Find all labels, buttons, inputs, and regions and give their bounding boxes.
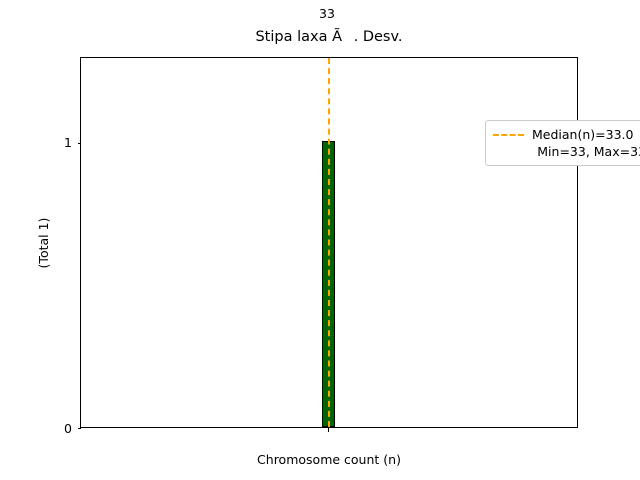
y-tick-label-1: 1 — [64, 135, 72, 150]
legend-entry-minmax: Min=33, Max=33 — [493, 143, 640, 160]
y-axis-label-container: Num of counts (Total 1) — [0, 57, 51, 428]
plot-canvas — [81, 58, 577, 427]
y-axis-label-line-1: Num of counts — [0, 196, 3, 289]
y-axis-label: Num of counts (Total 1) — [0, 197, 84, 288]
x-tick-mark-33 — [328, 428, 329, 432]
y-tick-mark-0 — [77, 428, 81, 429]
chart-title: Stipa laxa Ã. Desv. — [255, 29, 403, 45]
chart-legend: Median(n)=33.0 Min=33, Max=33 — [485, 120, 640, 166]
plot-axes: Median(n)=33.0 Min=33, Max=33 — [77, 57, 640, 432]
median-line — [328, 58, 330, 427]
y-tick-mark-1 — [77, 143, 81, 144]
x-tick-label-33: 33 — [319, 6, 335, 21]
legend-label-minmax: Min=33, Max=33 — [537, 144, 640, 159]
y-axis-label-line-2: (Total 1) — [36, 217, 51, 268]
legend-label-median: Median(n)=33.0 — [532, 127, 634, 142]
legend-entry-median: Median(n)=33.0 — [493, 126, 640, 143]
legend-dashed-line-icon — [493, 133, 524, 136]
x-axis-label: Chromosome count (n) — [257, 452, 401, 467]
y-tick-label-0: 0 — [64, 421, 72, 436]
